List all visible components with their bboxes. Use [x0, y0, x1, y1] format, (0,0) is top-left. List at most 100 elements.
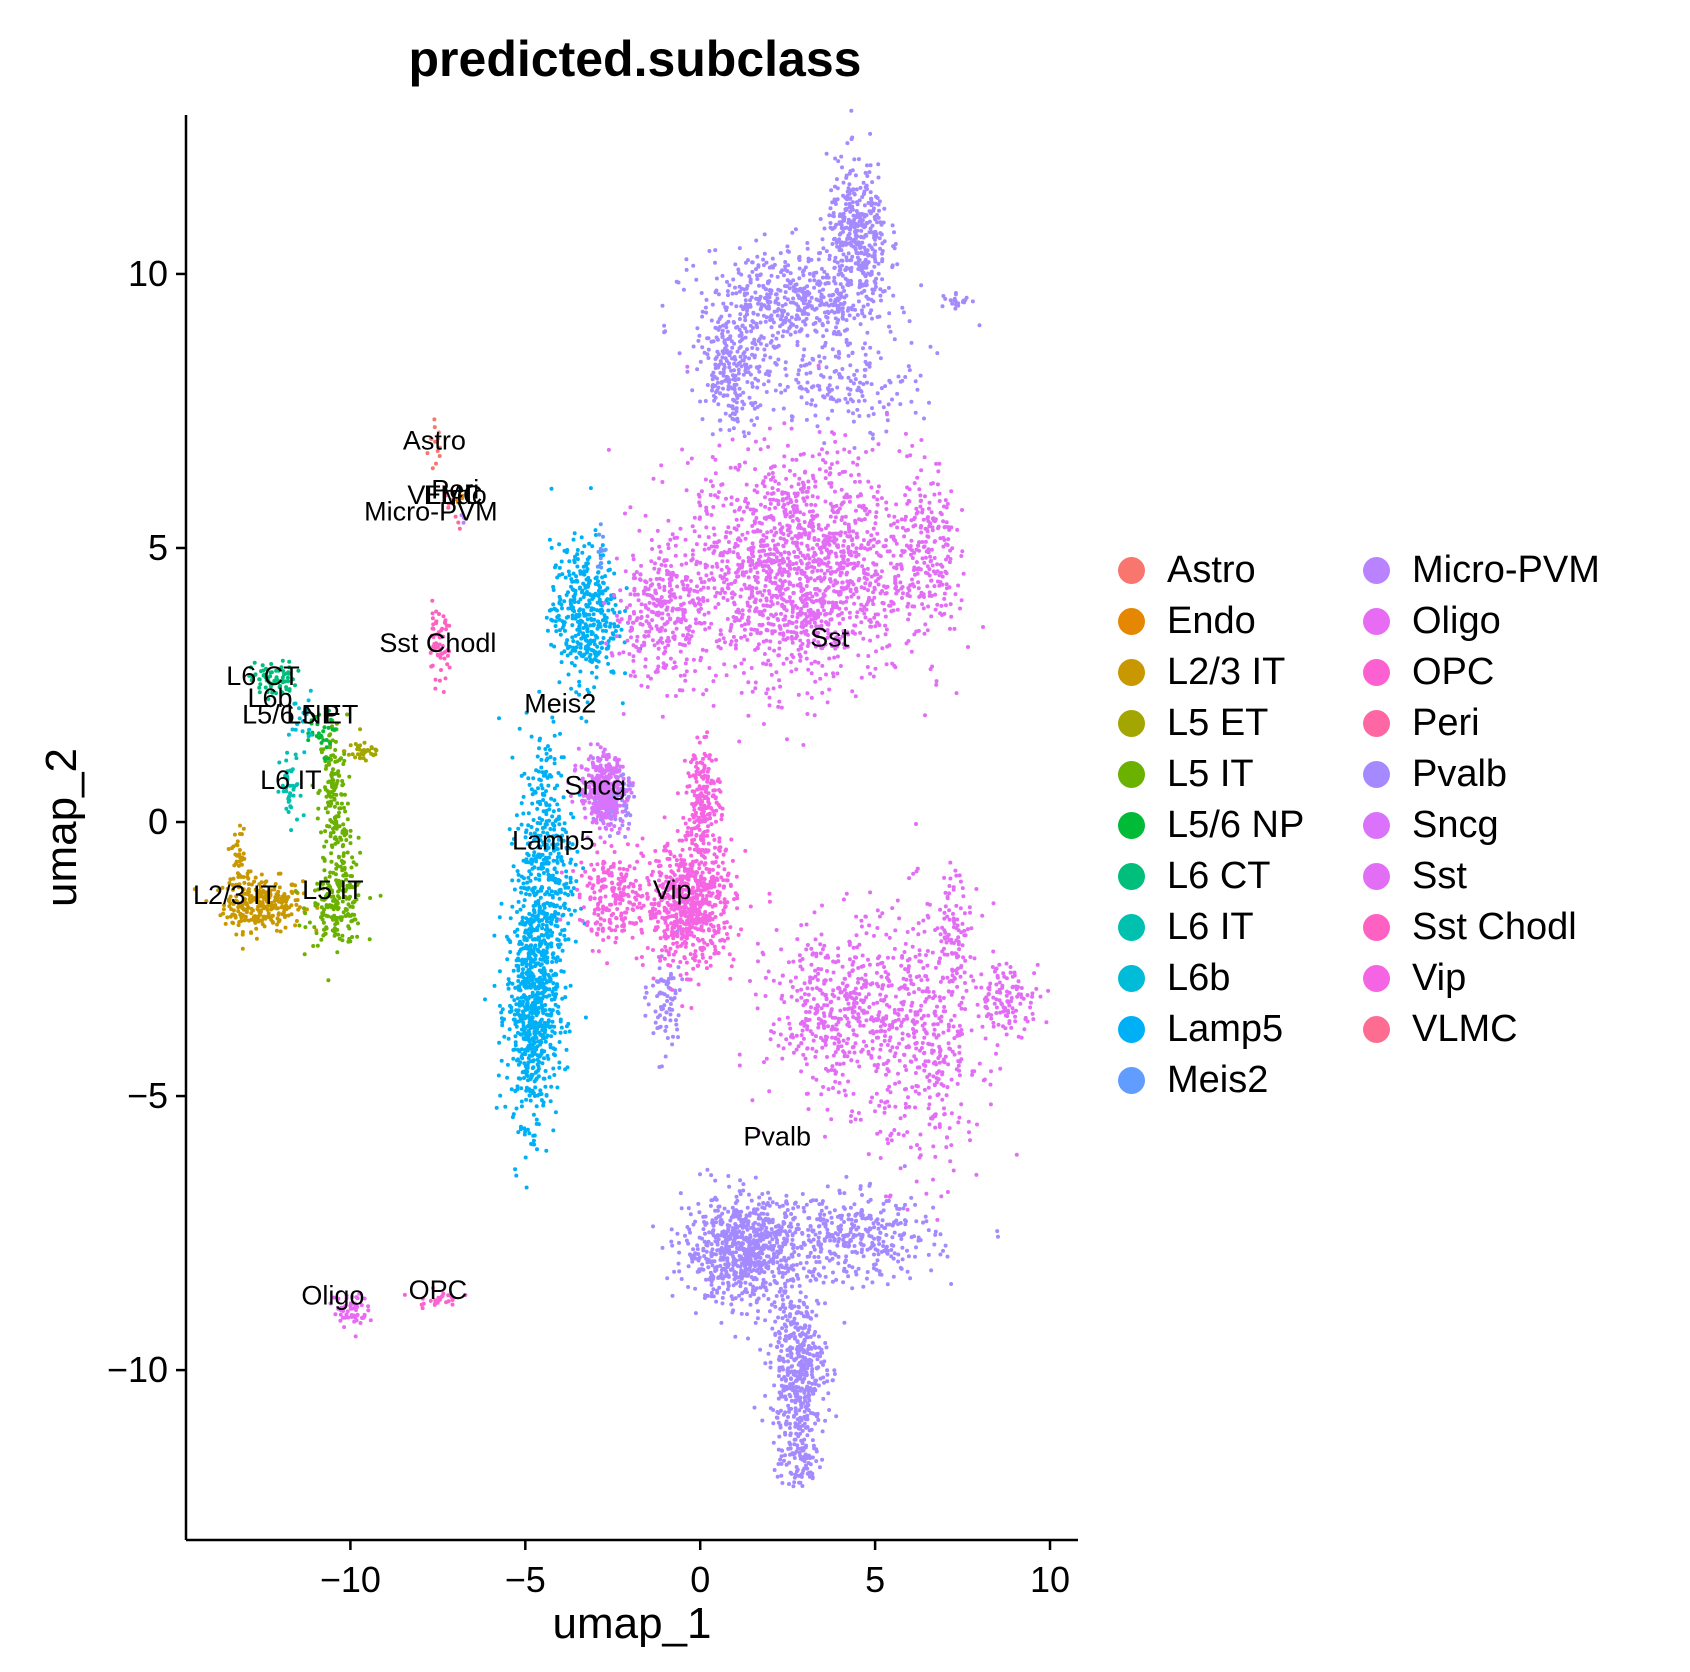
point: [900, 305, 905, 310]
point: [781, 1241, 786, 1246]
point: [519, 890, 524, 895]
point: [764, 1226, 769, 1230]
point: [601, 534, 605, 539]
point: [771, 320, 776, 325]
point: [862, 252, 867, 256]
point: [548, 747, 552, 752]
point: [839, 154, 844, 159]
point: [690, 388, 695, 393]
point: [570, 579, 575, 584]
point: [729, 404, 734, 409]
point: [524, 1088, 529, 1093]
point: [794, 377, 799, 382]
point: [555, 860, 560, 865]
point: [273, 882, 278, 886]
point: [891, 244, 896, 249]
point: [720, 331, 725, 336]
point: [533, 900, 538, 905]
point: [562, 548, 567, 553]
point: [539, 1004, 544, 1009]
point: [584, 602, 589, 607]
point: [329, 851, 334, 856]
point: [581, 595, 586, 599]
point: [373, 747, 378, 752]
point: [820, 322, 825, 326]
point: [817, 1217, 822, 1221]
point: [808, 1199, 813, 1204]
point: [728, 385, 733, 390]
point: [713, 1266, 718, 1270]
point: [366, 1304, 371, 1309]
point: [497, 1040, 502, 1045]
point: [714, 276, 719, 281]
point: [858, 1184, 863, 1189]
point: [824, 275, 829, 280]
point: [260, 902, 265, 906]
point: [585, 629, 590, 634]
point: [710, 1259, 715, 1264]
point: [849, 243, 854, 248]
point: [520, 915, 525, 920]
point: [610, 631, 615, 636]
point: [548, 920, 553, 925]
point: [520, 1056, 525, 1061]
point: [257, 690, 262, 695]
point: [517, 726, 522, 731]
point: [603, 547, 608, 552]
point: [333, 872, 338, 877]
point: [761, 1293, 766, 1298]
point: [900, 1245, 905, 1250]
point: [786, 1256, 791, 1261]
point: [829, 302, 834, 307]
point: [892, 1220, 897, 1225]
point: [322, 756, 327, 761]
point: [929, 1268, 934, 1273]
point: [322, 844, 327, 849]
point: [868, 345, 873, 350]
point: [697, 1235, 702, 1240]
point: [844, 318, 849, 323]
point: [273, 895, 278, 900]
point: [713, 325, 718, 330]
point: [816, 1255, 821, 1259]
point: [738, 312, 743, 317]
point: [519, 1099, 524, 1104]
point: [784, 1193, 789, 1198]
point: [322, 896, 327, 901]
point: [887, 1222, 892, 1227]
point: [875, 213, 879, 217]
point: [269, 900, 274, 905]
point: [270, 690, 275, 695]
point: [555, 924, 560, 929]
point: [845, 400, 850, 405]
point: [866, 252, 871, 257]
point: [750, 319, 755, 324]
point: [732, 361, 737, 366]
point: [573, 633, 578, 638]
point: [776, 330, 781, 335]
point: [754, 273, 759, 278]
point: [575, 548, 580, 552]
point: [229, 846, 234, 851]
point: [515, 996, 520, 1001]
point: [550, 1019, 555, 1024]
point: [551, 1052, 556, 1057]
point: [820, 237, 825, 242]
point: [276, 889, 281, 894]
point: [365, 748, 370, 752]
point: [347, 896, 351, 901]
point: [552, 733, 557, 738]
point: [538, 1021, 543, 1026]
point: [565, 1065, 570, 1070]
point: [883, 1247, 888, 1252]
point: [835, 260, 840, 265]
point: [516, 1076, 521, 1081]
point: [551, 584, 556, 589]
point: [803, 298, 808, 303]
point: [555, 1085, 560, 1090]
point: [651, 1224, 655, 1229]
point: [750, 341, 755, 345]
point: [530, 972, 535, 977]
point: [282, 679, 287, 684]
point: [542, 1030, 547, 1035]
